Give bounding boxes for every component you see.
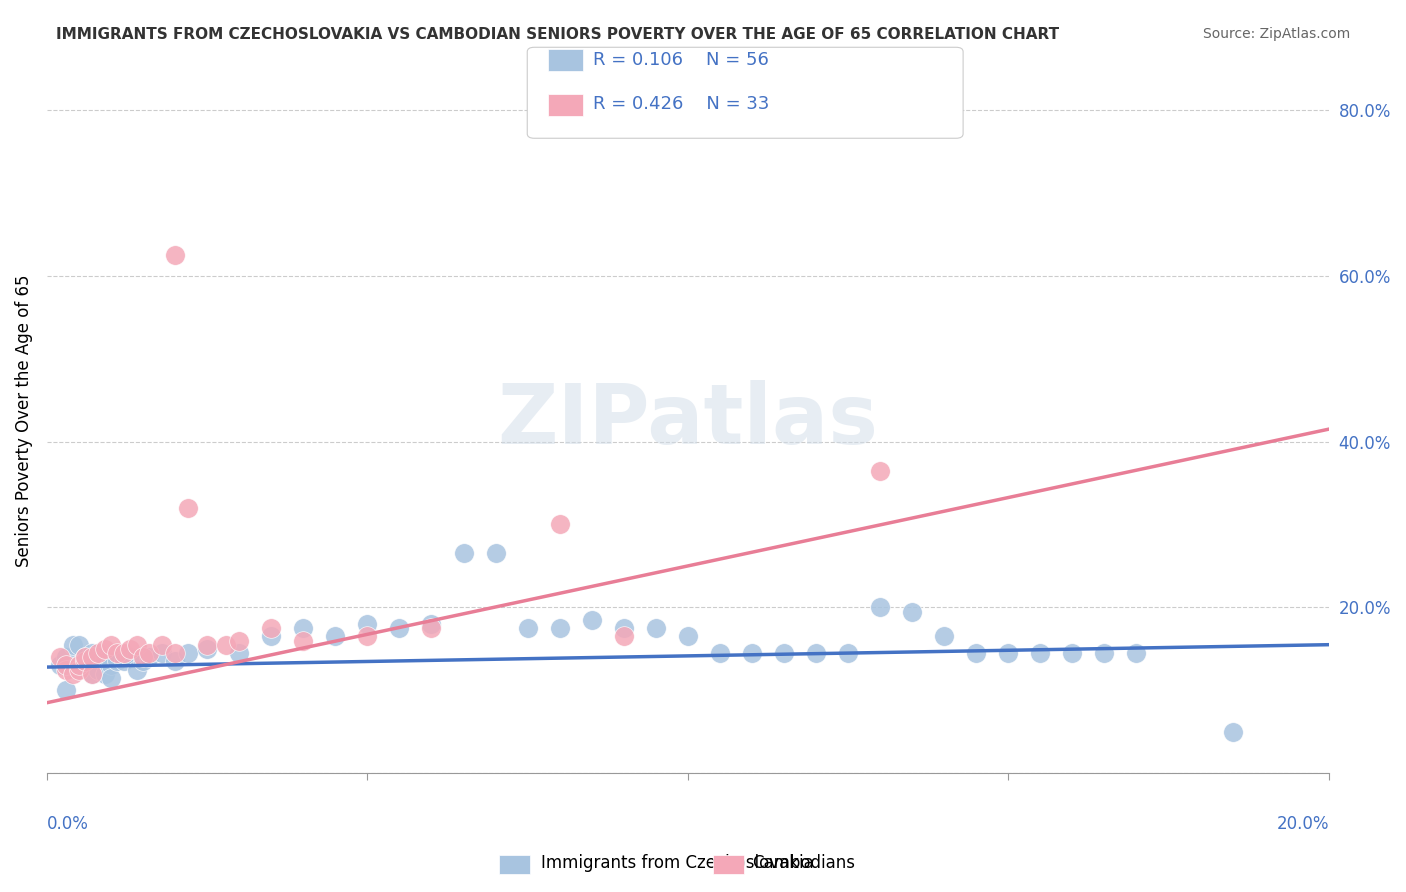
Point [93,654,115,668]
Point [67,658,90,673]
Point [548,621,571,635]
Point [125,663,148,677]
Point [260,629,283,643]
Text: IMMIGRANTS FROM CZECHOSLOVAKIA VS CAMBODIAN SENIORS POVERTY OVER THE AGE OF 65 C: IMMIGRANTS FROM CZECHOSLOVAKIA VS CAMBOD… [56,27,1059,42]
Point [48,650,70,665]
Text: R = 0.426    N = 33: R = 0.426 N = 33 [593,95,769,113]
Point [120,650,142,665]
Point [323,629,346,643]
Point [997,646,1019,660]
Point [100,658,122,673]
Y-axis label: Seniors Poverty Over the Age of 65: Seniors Poverty Over the Age of 65 [15,275,32,567]
Point [67,658,90,673]
Point [260,621,283,635]
Text: ZIPatlas: ZIPatlas [498,380,879,461]
Point [177,646,200,660]
Point [125,638,148,652]
Point [548,517,571,532]
Point [292,621,315,635]
Point [132,654,155,668]
Point [93,641,115,656]
Point [75,650,97,665]
Point [62,666,84,681]
Point [644,621,666,635]
Point [292,633,315,648]
Point [93,666,115,681]
Point [75,654,97,668]
Point [120,641,142,656]
Point [75,658,97,673]
Point [837,646,859,660]
Point [62,638,84,652]
Point [67,663,90,677]
Point [67,638,90,652]
Point [165,248,187,262]
Point [676,629,699,643]
Point [869,600,891,615]
Point [516,621,538,635]
Point [177,500,200,515]
Point [420,617,443,632]
Text: Source: ZipAtlas.com: Source: ZipAtlas.com [1202,27,1350,41]
Point [1062,646,1084,660]
Point [150,638,173,652]
Point [87,663,110,677]
Point [138,646,160,660]
Point [87,646,110,660]
Point [195,641,218,656]
Point [165,654,187,668]
Point [105,646,128,660]
Point [80,666,103,681]
Point [80,646,103,660]
Point [613,629,636,643]
Point [165,646,187,660]
Point [804,646,827,660]
Point [100,671,122,685]
Point [215,638,238,652]
Point [965,646,987,660]
Point [55,683,77,698]
Point [55,658,77,673]
Point [934,629,956,643]
Point [741,646,763,660]
Point [75,650,97,665]
Point [100,638,122,652]
Point [80,650,103,665]
Text: 20.0%: 20.0% [1277,815,1329,833]
Point [420,621,443,635]
Point [388,621,411,635]
Point [87,650,110,665]
Point [1222,724,1244,739]
Point [869,464,891,478]
Point [773,646,796,660]
Point [453,547,475,561]
Point [228,646,250,660]
Point [1094,646,1116,660]
Point [356,629,378,643]
Point [484,547,506,561]
Point [105,654,128,668]
Text: R = 0.106    N = 56: R = 0.106 N = 56 [593,51,769,69]
Point [1125,646,1147,660]
Point [901,605,924,619]
Text: Cambodians: Cambodians [752,855,855,872]
Point [112,654,135,668]
Point [55,650,77,665]
Point [150,646,173,660]
Point [709,646,731,660]
Point [228,633,250,648]
Point [356,617,378,632]
Point [132,650,155,665]
Point [195,638,218,652]
Point [1029,646,1052,660]
Text: 0.0%: 0.0% [46,815,89,833]
Point [48,658,70,673]
Point [55,663,77,677]
Point [80,666,103,681]
Point [112,646,135,660]
Text: Immigrants from Czechoslovakia: Immigrants from Czechoslovakia [541,855,814,872]
Point [613,621,636,635]
Point [581,613,603,627]
Point [138,650,160,665]
